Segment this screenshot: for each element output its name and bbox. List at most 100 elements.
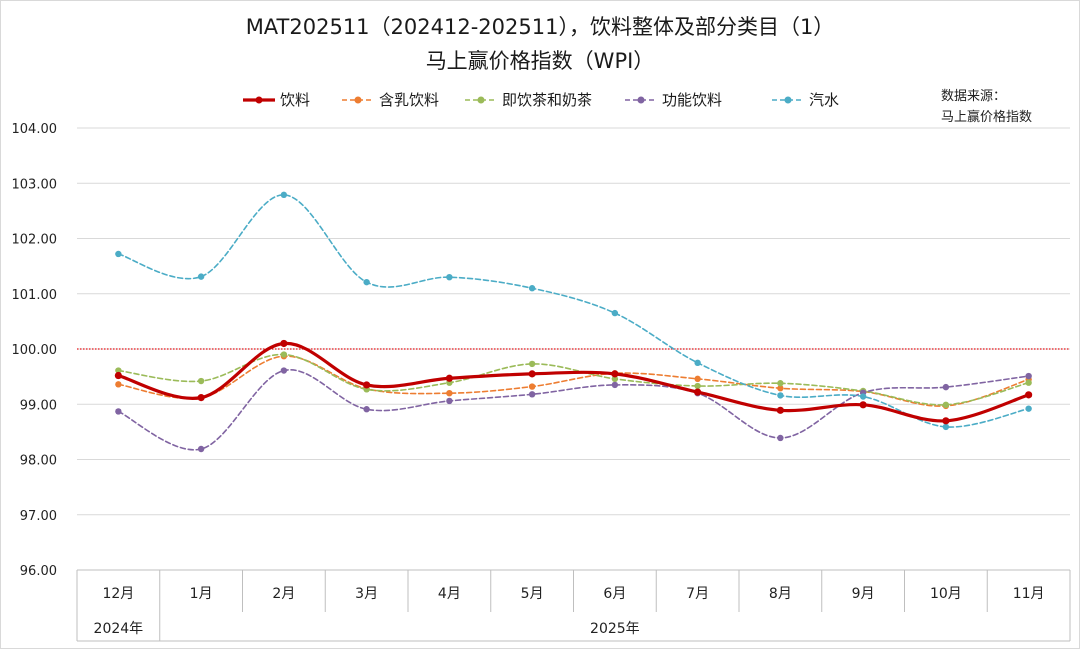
data-point [280,191,288,199]
series-lines [114,191,1033,453]
y-tick-label: 100.00 [12,343,58,358]
data-point [694,388,702,396]
data-point [363,406,370,413]
data-point [363,278,370,286]
data-point [445,374,453,382]
data-point [859,401,867,409]
series-4 [115,191,1032,431]
legend-swatch-marker [477,96,485,104]
data-point [114,371,122,380]
legend-swatch-marker [354,96,362,104]
x-tick-label: 5月 [521,586,544,602]
data-point [777,434,784,442]
y-tick-label: 104.00 [12,122,58,137]
y-tick-label: 99.00 [20,398,57,413]
y-tick-label: 98.00 [20,454,57,469]
data-point [1025,372,1032,380]
data-point [115,408,122,415]
x-tick-label: 9月 [852,586,875,602]
data-point [528,383,536,390]
data-point [528,360,536,368]
chart-title-line-1: MAT202511（202412-202511），饮料整体及部分类目（1） [246,15,835,39]
data-point [611,370,619,378]
data-point [859,393,867,400]
data-point [942,401,950,409]
data-point [777,392,784,399]
data-point [694,375,701,383]
data-point [942,423,950,431]
y-tick-label: 103.00 [12,177,58,192]
data-point [197,377,205,385]
source-note-line-2: 马上赢价格指数 [941,109,1032,125]
legend-swatch-marker [255,96,263,104]
legend-item: 饮料 [243,91,310,109]
data-point [197,394,205,402]
legend-label: 功能饮料 [662,91,722,109]
data-point [446,390,453,397]
series-0 [114,339,1033,425]
data-point [446,397,453,405]
legend: 饮料 含乳饮料 即饮茶和奶茶 功能饮料 汽水 [243,91,839,109]
source-note: 数据来源： 马上赢价格指数 [941,89,1032,125]
data-point [115,381,122,388]
legend-item: 汽水 [772,91,839,109]
y-tick-label: 101.00 [12,288,58,303]
x-tick-label: 8月 [769,586,792,602]
chart-title: MAT202511（202412-202511），饮料整体及部分类目（1） 马上… [246,15,835,73]
legend-label: 即饮茶和奶茶 [502,91,592,109]
series-line [117,353,1030,406]
data-point [528,285,536,292]
data-point [280,339,288,348]
data-point [280,351,288,358]
data-point [694,382,701,390]
legend-label: 汽水 [809,91,839,109]
data-point [777,385,784,392]
legend-item: 含乳饮料 [342,91,439,109]
legend-item: 功能饮料 [625,91,722,109]
data-point [528,391,536,398]
data-point [528,370,536,378]
data-point [942,417,950,425]
data-point [611,375,619,383]
data-point [363,381,371,389]
legend-item: 即饮茶和奶茶 [465,91,592,109]
data-point [611,381,619,389]
source-note-line-1: 数据来源： [941,89,1006,104]
x-tick-label: 7月 [686,586,709,602]
y-tick-label: 96.00 [20,564,57,579]
data-point [1025,379,1032,386]
y-axis: 96.00 97.00 98.00 99.00 100.00 101.00 102.00 10… [12,122,58,579]
x-tick-label: 12月 [102,586,134,602]
data-point [611,309,619,317]
data-point [942,383,950,391]
legend-label: 含乳饮料 [379,91,439,109]
data-point [777,380,784,387]
x-tick-label: 11月 [1013,586,1045,602]
data-point [197,445,205,453]
data-point [1025,405,1032,412]
x-tick-label: 3月 [355,586,378,602]
x-tick-label: 2月 [272,586,295,602]
legend-swatch-marker [784,96,792,104]
y-tick-label: 97.00 [20,509,57,524]
chart-title-line-2: 马上赢价格指数（WPI） [426,49,655,73]
x-tick-label: 4月 [438,586,461,602]
x-tick-label: 1月 [190,586,213,602]
x-tick-label: 6月 [603,586,626,602]
legend-label: 饮料 [280,91,310,109]
y-tick-label: 102.00 [12,233,58,248]
data-point [115,367,122,374]
data-point [280,367,288,374]
data-point [776,406,784,414]
data-point [694,359,701,367]
data-point [1025,391,1033,399]
data-point [197,273,205,280]
x-axis: 12月 1月 2月 3月 4月 5月 6月 7月 8月 9月 10月 11月 2024年 2025年 [76,569,1071,642]
year-group-label: 2024年 [94,621,144,637]
data-point [446,273,453,281]
x-tick-label: 10月 [930,586,962,602]
year-group-label: 2025年 [590,621,640,637]
